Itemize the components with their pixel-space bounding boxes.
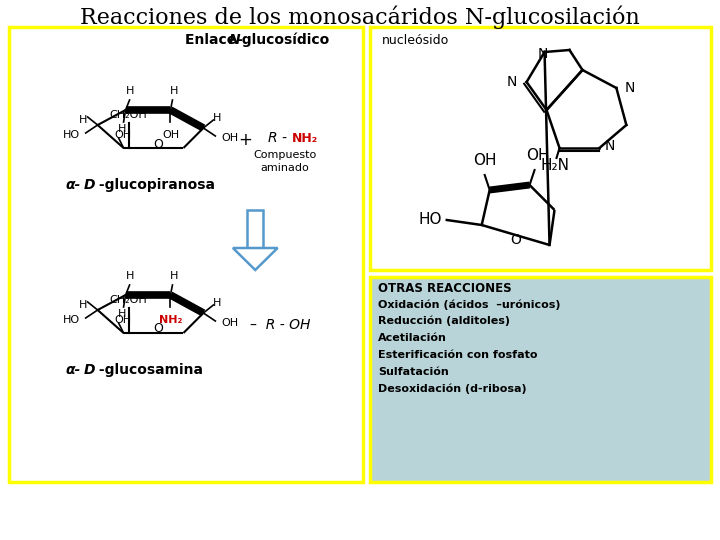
Polygon shape — [233, 248, 278, 270]
Text: H: H — [78, 115, 87, 125]
Bar — [370, 277, 711, 482]
Text: OH: OH — [221, 133, 238, 143]
Text: NH₂: NH₂ — [292, 132, 318, 145]
Text: aminado: aminado — [261, 163, 310, 173]
Bar — [247, 210, 264, 248]
Text: Acetilación: Acetilación — [378, 333, 447, 343]
Text: –  R - OH: – R - OH — [251, 318, 310, 332]
Text: CH₂OH: CH₂OH — [109, 295, 148, 305]
Text: OH: OH — [114, 130, 131, 140]
Text: N: N — [604, 139, 615, 153]
Text: H: H — [127, 86, 135, 96]
Text: OH: OH — [473, 153, 497, 168]
Text: H: H — [170, 271, 179, 281]
Text: OH: OH — [221, 318, 238, 328]
Text: H: H — [170, 86, 179, 96]
Text: N: N — [537, 47, 548, 61]
Text: -glucosídico: -glucosídico — [236, 33, 330, 47]
Text: R -: R - — [269, 131, 287, 145]
Text: CH₂OH: CH₂OH — [109, 110, 148, 120]
Text: nucleósido: nucleósido — [382, 33, 449, 46]
Text: H: H — [78, 300, 87, 310]
Text: α-: α- — [66, 363, 81, 377]
Text: HO: HO — [63, 130, 80, 140]
Text: α-: α- — [66, 178, 81, 192]
Text: N: N — [624, 81, 635, 95]
Text: D: D — [84, 178, 95, 192]
Text: OH: OH — [526, 148, 549, 163]
Bar — [370, 27, 711, 270]
Text: OTRAS REACCIONES: OTRAS REACCIONES — [378, 282, 512, 295]
Text: D: D — [84, 363, 95, 377]
Text: NH₂: NH₂ — [159, 315, 182, 325]
Text: O: O — [510, 233, 521, 247]
Text: O: O — [153, 138, 163, 151]
Text: H₂N: H₂N — [540, 159, 569, 173]
Text: Reducción (alditoles): Reducción (alditoles) — [378, 316, 510, 327]
Text: Oxidación (ácidos  –urónicos): Oxidación (ácidos –urónicos) — [378, 299, 560, 309]
Text: OH: OH — [114, 315, 131, 325]
Text: H: H — [117, 309, 126, 319]
Text: Desoxidación (d-ribosa): Desoxidación (d-ribosa) — [378, 384, 526, 395]
Text: Reacciones de los monosacáridos N-glucosilación: Reacciones de los monosacáridos N-glucos… — [80, 5, 640, 29]
Text: N: N — [228, 33, 240, 47]
Text: H: H — [127, 271, 135, 281]
Text: H: H — [213, 298, 222, 308]
Text: Esterificación con fosfato: Esterificación con fosfato — [378, 350, 537, 360]
Bar — [9, 27, 363, 482]
Text: Enlace: Enlace — [186, 33, 241, 47]
Text: N: N — [506, 75, 517, 89]
Text: HO: HO — [418, 213, 442, 227]
Text: -glucosamina: -glucosamina — [94, 363, 202, 377]
Text: H: H — [117, 124, 126, 134]
Text: -glucopiranosa: -glucopiranosa — [94, 178, 215, 192]
Text: HO: HO — [63, 315, 80, 325]
Text: Compuesto: Compuesto — [253, 150, 317, 160]
Text: O: O — [153, 322, 163, 335]
Text: OH: OH — [162, 130, 179, 140]
Text: Sulfatación: Sulfatación — [378, 367, 449, 377]
Text: H: H — [213, 113, 222, 123]
Text: +: + — [238, 131, 252, 149]
